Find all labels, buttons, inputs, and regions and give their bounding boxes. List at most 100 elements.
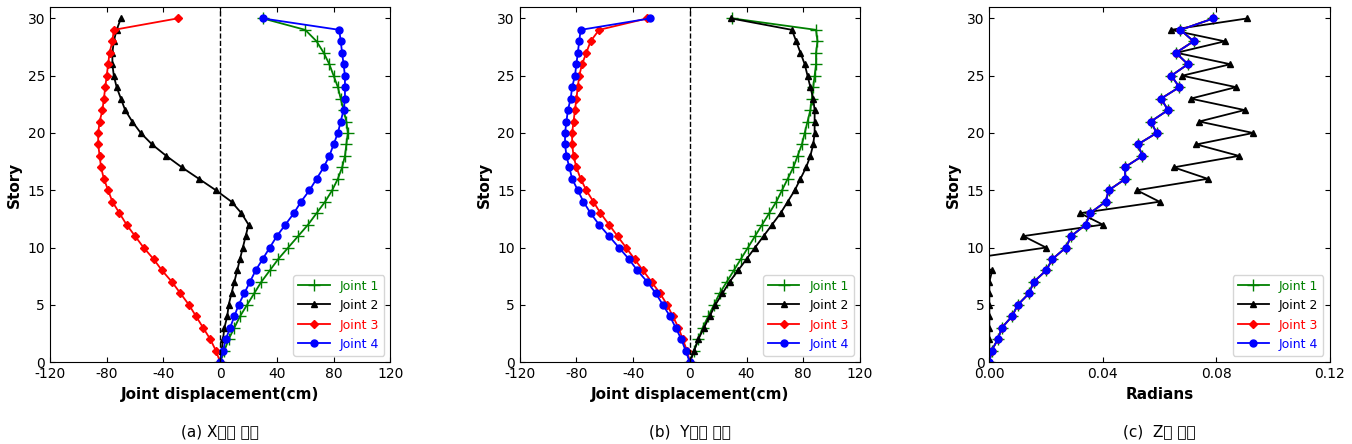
- Joint 1: [324, 188, 341, 193]
- Joint 4: [269, 234, 285, 239]
- Joint 1: [1026, 279, 1042, 285]
- Joint 4: [1038, 268, 1055, 273]
- Joint 4: [1163, 73, 1179, 78]
- Joint 1: [990, 337, 1006, 342]
- Joint 3: [1117, 176, 1133, 182]
- Line: Joint 3: Joint 3: [96, 16, 223, 365]
- Joint 4: [254, 16, 270, 21]
- Joint 2: [982, 313, 998, 319]
- Joint 1: [330, 84, 346, 90]
- Joint 1: [1005, 313, 1021, 319]
- Joint 1: [1117, 176, 1133, 182]
- Joint 2: [223, 291, 239, 296]
- Joint 1: [280, 245, 296, 250]
- Joint 2: [104, 62, 120, 67]
- Joint 2: [764, 222, 780, 227]
- Joint 2: [756, 234, 772, 239]
- Joint 1: [333, 96, 349, 101]
- Joint 3: [564, 142, 580, 147]
- Joint 3: [982, 360, 998, 365]
- Joint 4: [1117, 176, 1133, 182]
- Joint 2: [132, 130, 149, 135]
- Joint 2: [1245, 130, 1261, 135]
- Joint 2: [702, 313, 718, 319]
- Joint 3: [1130, 142, 1146, 147]
- Joint 4: [576, 199, 592, 204]
- Joint 4: [983, 348, 999, 353]
- Joint 3: [610, 234, 626, 239]
- Joint 3: [172, 291, 188, 296]
- Joint 2: [1199, 176, 1215, 182]
- Joint 4: [564, 176, 580, 182]
- Joint 2: [780, 199, 796, 204]
- Joint 4: [1010, 302, 1026, 308]
- Joint 1: [695, 325, 711, 330]
- Joint 3: [652, 291, 668, 296]
- Joint 2: [723, 16, 740, 21]
- Text: (c)  Z축 회전: (c) Z축 회전: [1124, 424, 1195, 440]
- Joint 1: [740, 245, 756, 250]
- Joint 1: [1010, 302, 1026, 308]
- X-axis label: Radians: Radians: [1125, 387, 1194, 401]
- Joint 3: [565, 153, 581, 159]
- Joint 3: [1153, 96, 1169, 101]
- Joint 3: [618, 245, 634, 250]
- Legend: Joint 1, Joint 2, Joint 3, Joint 4: Joint 1, Joint 2, Joint 3, Joint 4: [293, 275, 384, 356]
- Joint 1: [808, 62, 825, 67]
- Joint 4: [218, 337, 234, 342]
- Joint 3: [92, 119, 108, 124]
- Joint 1: [691, 337, 707, 342]
- Joint 2: [223, 199, 239, 204]
- Joint 1: [1038, 268, 1055, 273]
- Joint 2: [1230, 153, 1247, 159]
- Joint 1: [994, 325, 1010, 330]
- Joint 4: [591, 222, 607, 227]
- Joint 3: [635, 268, 652, 273]
- Joint 4: [662, 313, 679, 319]
- Joint 2: [208, 188, 224, 193]
- Joint 1: [768, 199, 784, 204]
- Joint 3: [154, 268, 170, 273]
- Line: Joint 2: Joint 2: [687, 15, 818, 365]
- Joint 1: [335, 107, 352, 113]
- Joint 4: [215, 348, 231, 353]
- Joint 1: [1172, 27, 1188, 32]
- Joint 2: [982, 291, 998, 296]
- Joint 2: [696, 325, 713, 330]
- Joint 4: [1205, 16, 1221, 21]
- Joint 3: [1098, 199, 1114, 204]
- Joint 3: [994, 325, 1010, 330]
- Joint 2: [1217, 39, 1233, 44]
- Joint 4: [621, 256, 637, 262]
- Joint 3: [164, 279, 180, 285]
- Joint 4: [639, 279, 656, 285]
- Joint 1: [330, 176, 346, 182]
- Joint 1: [711, 291, 727, 296]
- Joint 3: [1163, 73, 1179, 78]
- Joint 4: [677, 348, 694, 353]
- Joint 4: [1021, 291, 1037, 296]
- Joint 3: [1186, 39, 1202, 44]
- Joint 4: [262, 245, 279, 250]
- Joint 1: [1163, 73, 1179, 78]
- Joint 3: [681, 360, 698, 365]
- Joint 4: [333, 119, 349, 124]
- Joint 2: [787, 188, 803, 193]
- Joint 4: [315, 165, 331, 170]
- Legend: Joint 1, Joint 2, Joint 3, Joint 4: Joint 1, Joint 2, Joint 3, Joint 4: [763, 275, 853, 356]
- Joint 3: [639, 16, 656, 21]
- Joint 2: [241, 222, 257, 227]
- Joint 3: [1044, 256, 1060, 262]
- Joint 3: [1117, 165, 1133, 170]
- Joint 1: [337, 153, 353, 159]
- Joint 4: [583, 210, 599, 216]
- Joint 3: [671, 325, 687, 330]
- Joint 3: [644, 279, 660, 285]
- Joint 1: [233, 313, 249, 319]
- Joint 2: [1228, 84, 1244, 90]
- Joint 4: [571, 39, 587, 44]
- Joint 2: [738, 256, 754, 262]
- Joint 4: [1063, 234, 1079, 239]
- Joint 3: [568, 96, 584, 101]
- Joint 3: [181, 302, 197, 308]
